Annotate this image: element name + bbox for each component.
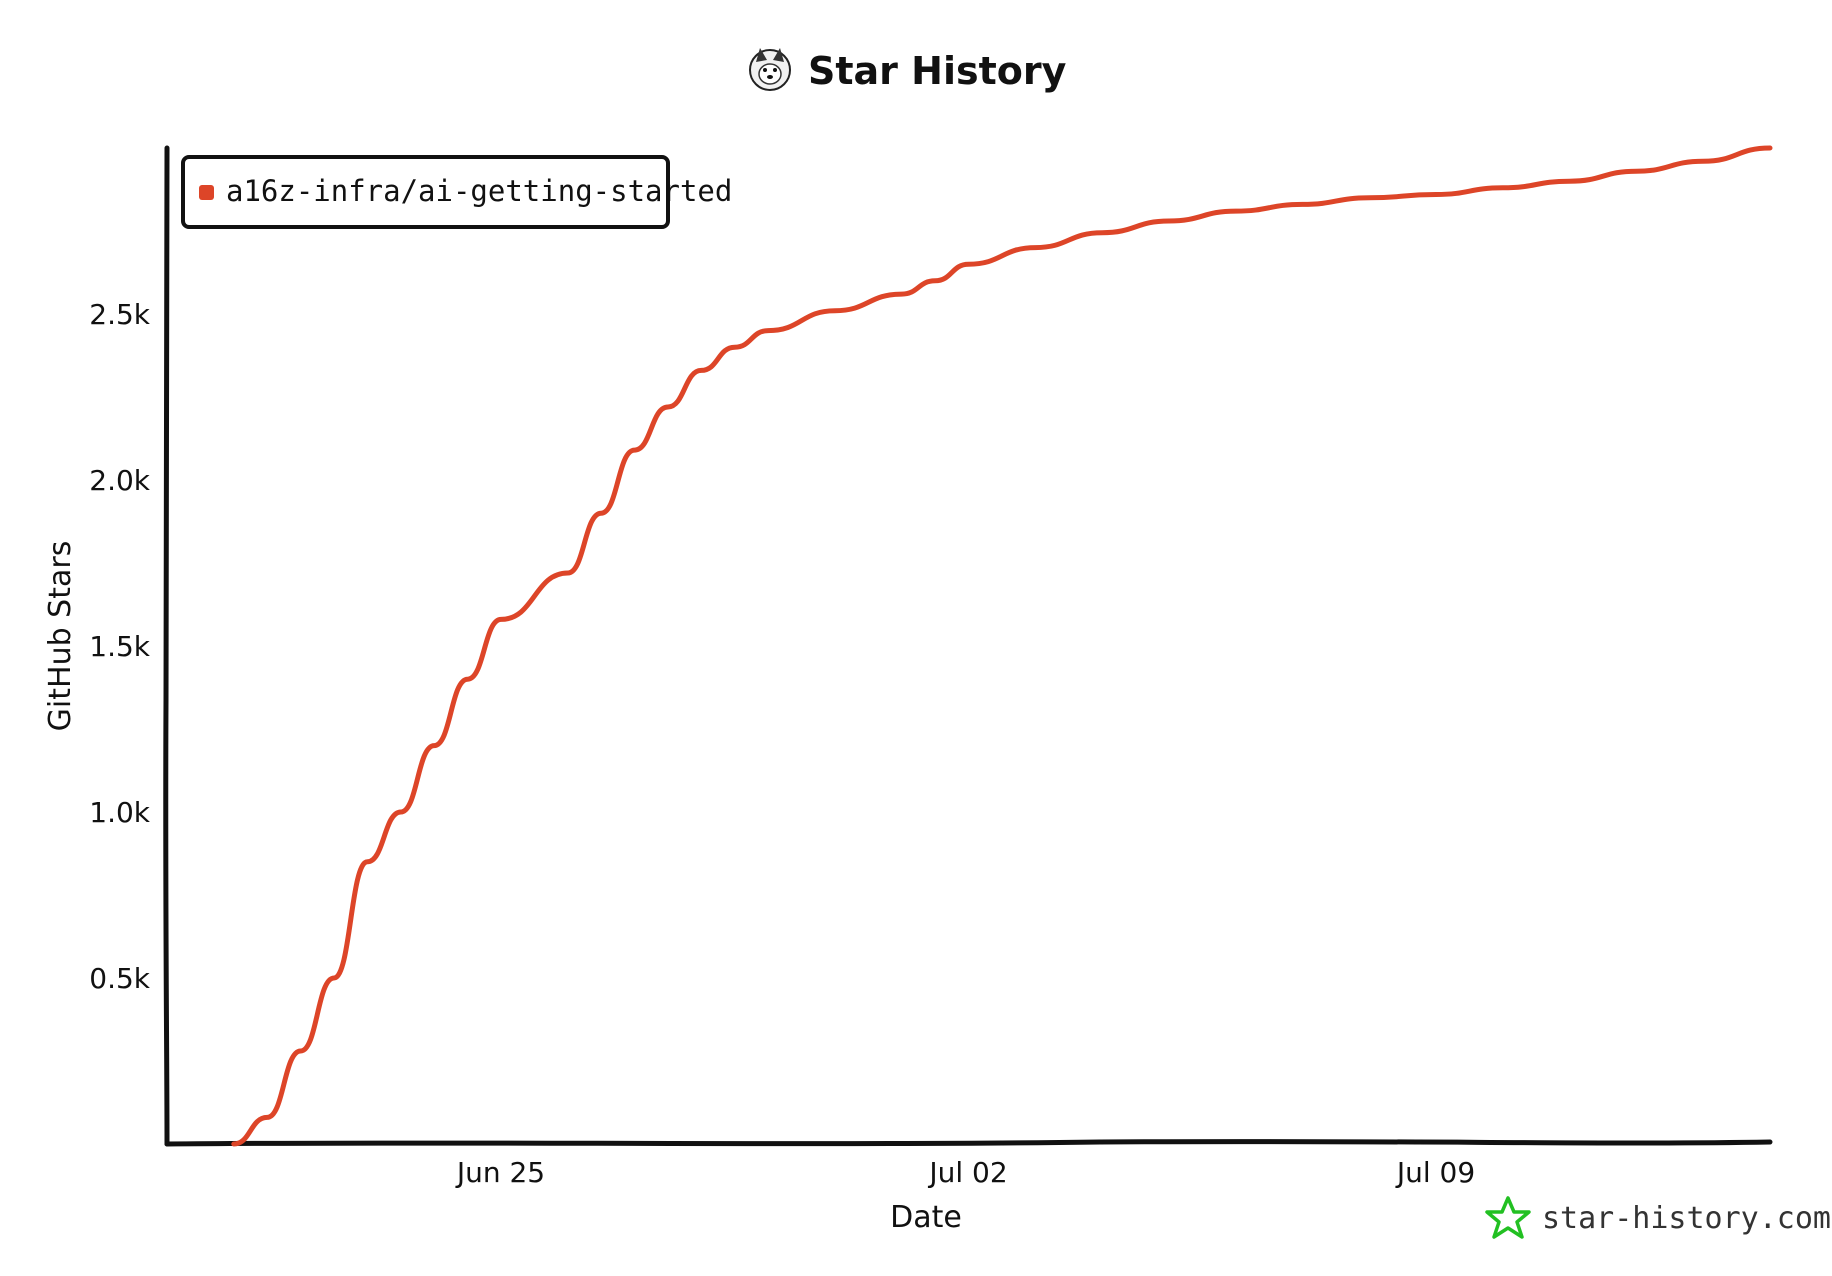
y-tick-label: 1.0k <box>89 796 151 829</box>
y-tick-label: 1.5k <box>89 630 151 663</box>
y-tick-label: 0.5k <box>89 962 151 995</box>
y-axis-line <box>163 145 170 1147</box>
legend-label: a16z-infra/ai-getting-started <box>226 174 732 208</box>
x-axis-line <box>164 1139 1773 1147</box>
x-tick-label: Jun 25 <box>455 1156 545 1189</box>
x-axis-ticks: Jun 25 Jul 02 Jul 09 <box>455 1156 1475 1189</box>
legend-box <box>181 155 670 229</box>
y-axis-title: GitHub Stars <box>43 541 78 732</box>
series-line-a16z-infra-ai-getting-started <box>231 145 1773 1147</box>
watermark: star-history.com <box>1485 1196 1831 1239</box>
watermark-text: star-history.com <box>1542 1201 1831 1236</box>
y-tick-label: 2.5k <box>89 298 151 331</box>
star-logo-icon <box>1485 1196 1531 1239</box>
corgi-logo-icon <box>749 48 791 91</box>
chart-title-text: Star History <box>808 49 1067 93</box>
x-tick-label: Jul 02 <box>927 1156 1007 1189</box>
y-axis-ticks: 0.5k 1.0k 1.5k 2.0k 2.5k <box>89 298 151 995</box>
x-tick-label: Jul 09 <box>1395 1156 1475 1189</box>
legend-swatch <box>199 185 214 200</box>
legend: a16z-infra/ai-getting-started <box>181 155 732 229</box>
x-axis-title: Date <box>890 1200 962 1235</box>
y-tick-label: 2.0k <box>89 464 151 497</box>
chart-title: Star History <box>749 48 1067 93</box>
